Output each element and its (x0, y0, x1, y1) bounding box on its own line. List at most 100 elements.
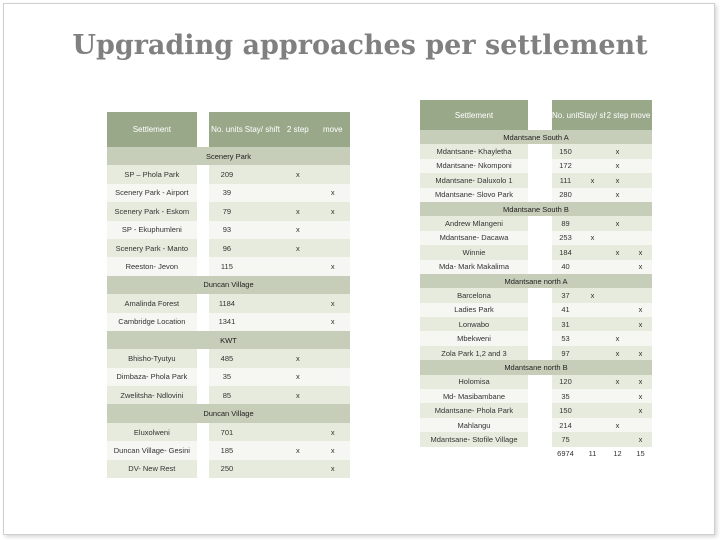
move-cell: x (315, 422, 350, 442)
stay-shift-cell (579, 417, 606, 433)
table-row: Mdantsane- Stofile Village 75 x (420, 432, 652, 447)
table-row: Mdantsane- Dacawa 253 x (420, 230, 652, 246)
settlement-name: Mdantsane- Nkomponi (420, 158, 528, 174)
settlement-name: Cambridge Location (107, 312, 197, 331)
move-cell: x (315, 441, 350, 460)
two-step-cell: x (280, 202, 316, 221)
stay-shift-cell (244, 367, 281, 387)
settlement-name (420, 446, 528, 461)
move-cell (629, 331, 652, 346)
table-row: Winnie 184 x x (420, 245, 652, 260)
two-step-cell: x (280, 238, 316, 258)
table-row: Mbekweni 53 x (420, 331, 652, 346)
move-cell: x (315, 459, 350, 479)
units-cell: 701 (209, 422, 245, 442)
two-step-cell (606, 389, 629, 404)
units-cell: 53 (552, 331, 579, 346)
stay-shift-cell (244, 202, 281, 221)
two-step-cell (606, 317, 629, 332)
two-step-cell: x (606, 144, 629, 159)
move-cell (315, 165, 350, 184)
stay-shift-cell: x (579, 230, 606, 246)
stay-shift-cell (244, 312, 281, 331)
units-cell: 115 (209, 257, 245, 276)
move-cell: x (629, 389, 652, 404)
settlement-name: Mdantsane- Slovo Park (420, 187, 528, 202)
table-row: Mdantsane- Phola Park 150 x (420, 403, 652, 418)
units-cell: 253 (552, 230, 579, 246)
table-row: Md- Masibambane 35 x (420, 389, 652, 404)
settlement-name: Mbekweni (420, 331, 528, 346)
settlement-name: Mdantsane- Daluxolo 1 (420, 173, 528, 188)
move-cell (629, 144, 652, 159)
table-row: Scenery Park - Eskom 79 x x (107, 202, 350, 221)
move-cell (315, 367, 350, 387)
stay-shift-cell (244, 220, 281, 239)
two-step-cell: x (606, 331, 629, 346)
settlement-name: Md- Masibambane (420, 389, 528, 404)
table-row: Eluxolweni 701 x (107, 422, 350, 442)
units-cell: 150 (552, 144, 579, 159)
stay-shift-cell (579, 245, 606, 260)
table-row: Bhisho-Tyutyu 485 x (107, 349, 350, 368)
stay-shift-cell (579, 374, 606, 390)
move-cell: x (629, 403, 652, 418)
header-units: No. units (209, 112, 245, 147)
settlement-name: Zwelitsha- Ndlovini (107, 386, 197, 405)
two-step-cell (280, 459, 316, 479)
section-label: Mdantsane South A (420, 130, 652, 145)
slide-title: Upgrading approaches per settlement (72, 30, 648, 61)
settlement-name: Mdantsane- Khayletha (420, 144, 528, 159)
move-cell (315, 386, 350, 405)
two-step-cell (280, 422, 316, 442)
section-label: Mdantsane north B (420, 360, 652, 375)
units-cell: 35 (209, 367, 245, 387)
settlement-name: DV- New Rest (107, 459, 197, 479)
stay-shift-cell (244, 459, 281, 479)
settlement-name: Lonwabo (420, 317, 528, 332)
units-cell: 41 (552, 302, 579, 318)
table-row: Amalinda Forest 1184 x (107, 294, 350, 313)
stay-shift-cell (579, 331, 606, 346)
header-2-step: 2 step (606, 100, 629, 130)
table-row: DV- New Rest 250 x (107, 459, 350, 479)
move-cell: x (629, 302, 652, 318)
settlement-name: Scenery Park - Manto (107, 238, 197, 258)
move-cell (315, 238, 350, 258)
header-2-step: 2 step (280, 112, 316, 147)
section-row: KWT (107, 330, 350, 350)
settlement-name: Ladies Park (420, 302, 528, 318)
left-table-header: Settlement No. units Stay/ shift 2 step … (107, 112, 350, 147)
stay-shift-cell (579, 403, 606, 418)
table-row: Mdantsane- Nkomponi 172 x (420, 158, 652, 174)
units-cell: 184 (552, 245, 579, 260)
move-cell: x (315, 257, 350, 276)
stay-shift-cell (244, 165, 281, 184)
section-row: Mdantsane north B (420, 360, 652, 375)
two-step-cell (606, 302, 629, 318)
table-row: Zwelitsha- Ndlovini 85 x (107, 386, 350, 405)
table-row: Duncan Village- Gesini 185 x x (107, 441, 350, 460)
move-cell (629, 417, 652, 433)
units-cell: 111 (552, 173, 579, 188)
units-cell: 280 (552, 187, 579, 202)
stay-shift-cell (579, 144, 606, 159)
move-cell (629, 158, 652, 174)
units-cell: 97 (552, 345, 579, 361)
stay-shift-cell: x (579, 288, 606, 303)
header-settlement: Settlement (107, 112, 197, 147)
slide-frame (3, 3, 715, 535)
units-cell: 39 (209, 183, 245, 203)
stay-shift-cell (244, 386, 281, 405)
header-units: No. units (552, 100, 579, 130)
move-cell (629, 288, 652, 303)
stay-shift-cell (244, 238, 281, 258)
table-row: Dimbaza- Phola Park 35 x (107, 367, 350, 387)
settlement-name: Mdantsane- Phola Park (420, 403, 528, 418)
stay-shift-cell (579, 389, 606, 404)
section-label: Mdantsane north A (420, 273, 652, 289)
two-step-cell: x (606, 187, 629, 202)
table-row: Mahlangu 214 x (420, 417, 652, 433)
units-cell: 31 (552, 317, 579, 332)
settlement-name: Mahlangu (420, 417, 528, 433)
